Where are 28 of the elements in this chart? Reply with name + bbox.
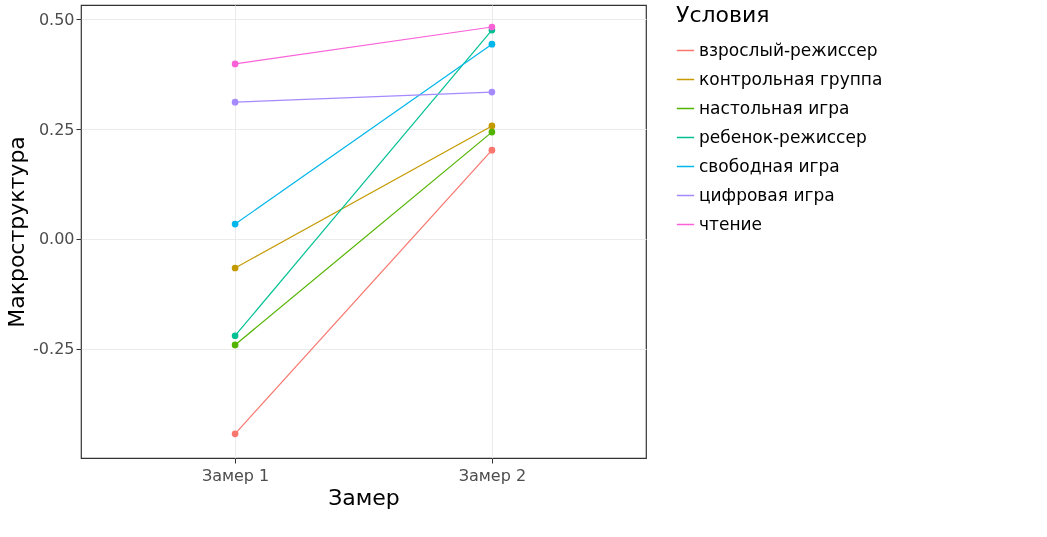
y-tick-label: 0.25: [38, 119, 75, 139]
legend-label: ребенок-режиссер: [699, 126, 867, 147]
y-tick-label: 0.00: [38, 229, 75, 249]
y-tick-label: -0.25: [33, 339, 75, 359]
point: [231, 264, 239, 272]
y-tick-label: 0.50: [38, 9, 75, 29]
point: [231, 430, 239, 438]
point: [488, 40, 496, 48]
legend-label: контрольная группа: [699, 68, 883, 89]
point: [488, 88, 496, 96]
point: [488, 128, 496, 136]
x-tick-label: Замер 2: [458, 465, 527, 485]
x-axis-title: Замер: [328, 484, 400, 510]
point: [231, 332, 239, 340]
point: [231, 60, 239, 68]
legend-label: цифровая игра: [699, 184, 835, 205]
point: [231, 220, 239, 228]
legend-label: взрослый-режиссер: [699, 39, 878, 60]
legend-label: свободная игра: [699, 155, 840, 176]
point: [231, 98, 239, 106]
point: [231, 341, 239, 349]
point: [488, 122, 496, 130]
x-tick-label: Замер 1: [201, 465, 270, 485]
y-axis-title: Макроструктура: [4, 136, 30, 328]
legend-label: чтение: [699, 213, 763, 234]
legend-title: Условия: [676, 2, 770, 27]
legend-label: настольная игра: [699, 97, 850, 118]
point: [488, 146, 496, 154]
